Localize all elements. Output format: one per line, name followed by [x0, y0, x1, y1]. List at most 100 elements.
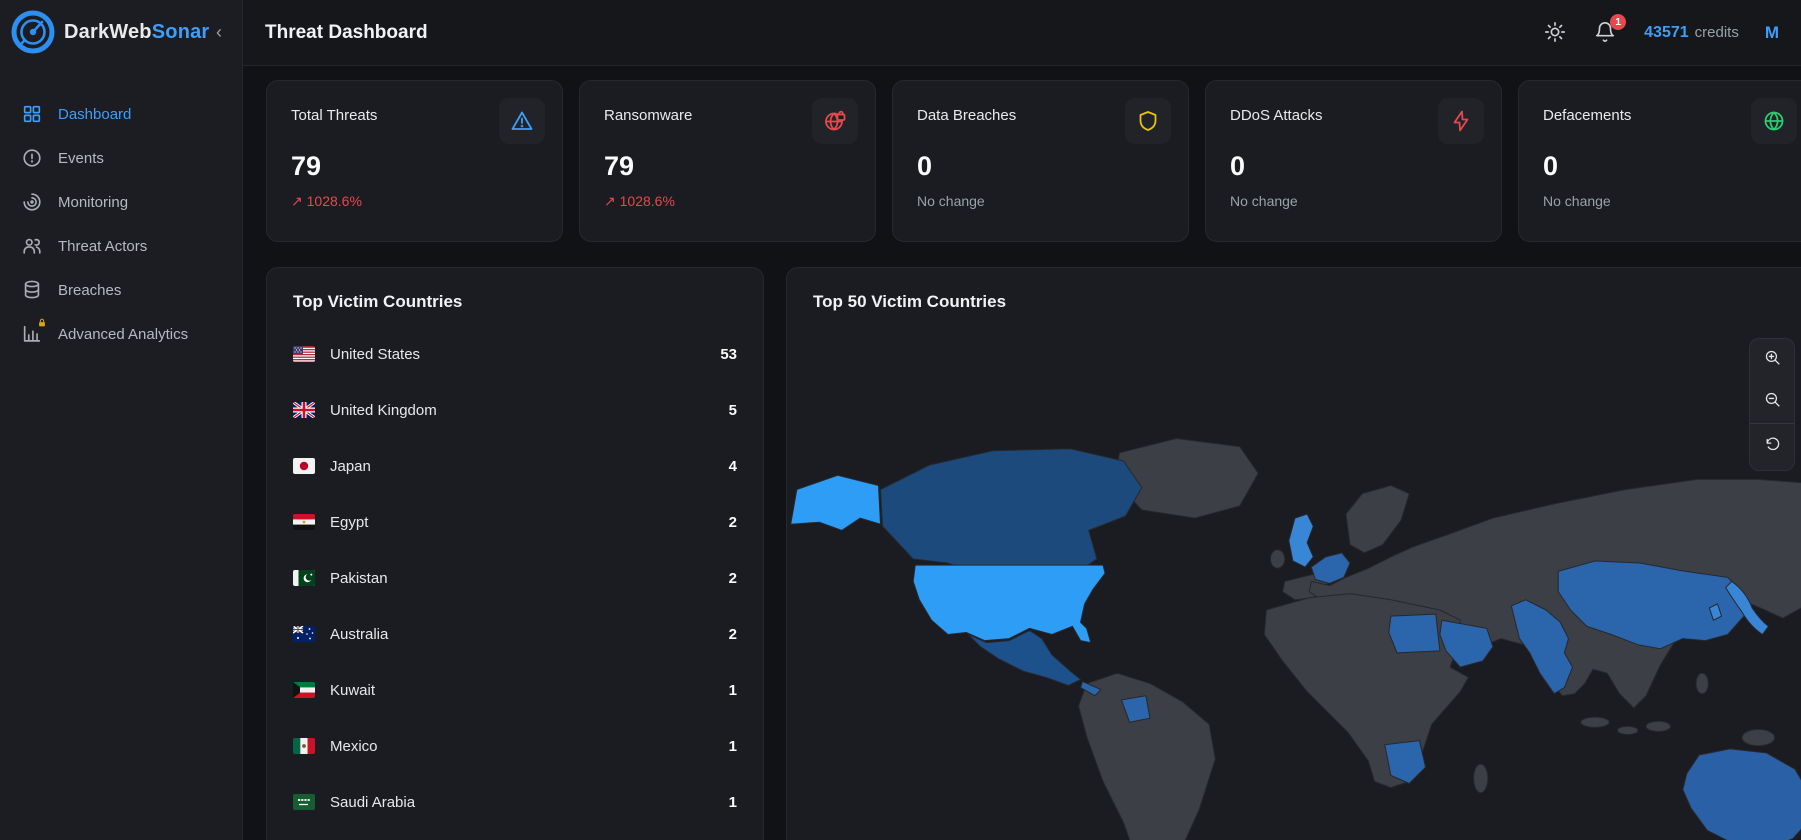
country-name: Japan: [330, 457, 371, 475]
zap-icon: [1438, 98, 1484, 144]
stat-value: 0: [1230, 151, 1246, 181]
country-list: United States 53 United Kingdom 5 Japan 4 Egyp…: [293, 326, 737, 830]
logo-row: DarkWebSonar ‹: [0, 0, 242, 64]
stat-card-total-threats: Total Threats 79 ↗ 1028.6%: [266, 80, 563, 242]
flag-icon-au: [293, 626, 315, 642]
zoom-in-button[interactable]: [1750, 339, 1794, 381]
sidebar-collapse-icon[interactable]: ‹: [216, 21, 222, 42]
country-name: Egypt: [330, 513, 369, 531]
stat-value: 0: [917, 151, 933, 181]
country-name: Saudi Arabia: [330, 793, 416, 811]
country-count: 1: [728, 681, 737, 699]
sidebar-item-label: Advanced Analytics: [58, 325, 189, 343]
sidebar-item-label: Events: [58, 149, 104, 167]
victim-countries-map-card: Top 50 Victim Countries: [786, 267, 1801, 840]
zoom-out-button[interactable]: [1750, 381, 1794, 423]
country-name: Kuwait: [330, 681, 376, 699]
shield-icon: [1125, 98, 1171, 144]
stat-change: No change: [917, 193, 985, 209]
map-scandinavia: [1345, 484, 1410, 554]
database-icon: [21, 279, 43, 301]
map-egypt: [1388, 613, 1441, 654]
map-france: [1310, 552, 1351, 584]
stat-label: Total Threats: [291, 107, 378, 124]
country-count: 2: [728, 569, 737, 587]
country-row-united-kingdom: United Kingdom 5: [293, 382, 737, 438]
reset-button[interactable]: [1750, 424, 1794, 470]
flag-icon-mx: [293, 738, 315, 754]
world-map[interactable]: [787, 314, 1801, 840]
stat-card-defacements: Defacements 0 No change: [1518, 80, 1801, 242]
country-count: 2: [728, 625, 737, 643]
map-saudi-arabia: [1439, 619, 1494, 668]
sidebar-item-dashboard[interactable]: Dashboard: [0, 92, 242, 136]
credits-label: credits: [1694, 23, 1739, 41]
sidebar-item-advanced-analytics[interactable]: Advanced Analytics: [0, 312, 242, 356]
sidebar-item-threat-actors[interactable]: Threat Actors: [0, 224, 242, 268]
map-central-america: [1080, 680, 1102, 697]
credits-display: 43571 credits: [1644, 24, 1739, 42]
country-name: Australia: [330, 625, 389, 643]
globe-icon: [1751, 98, 1797, 144]
theme-toggle-sun-icon[interactable]: [1544, 21, 1568, 45]
map-card-title: Top 50 Victim Countries: [813, 292, 1007, 311]
flag-icon-kw: [293, 682, 315, 698]
bar-chart-icon: [21, 318, 45, 345]
country-count: 5: [728, 401, 737, 419]
map-japan: [1725, 580, 1770, 636]
page-title: Threat Dashboard: [265, 21, 428, 43]
stat-value: 79: [291, 151, 322, 181]
stat-value: 0: [1543, 151, 1559, 181]
country-count: 1: [728, 737, 737, 755]
map-australia: [1682, 748, 1801, 840]
map-united-kingdom: [1288, 513, 1314, 568]
map-mexico: [967, 629, 1082, 687]
stat-card-data-breaches: Data Breaches 0 No change: [892, 80, 1189, 242]
country-name: United States: [330, 345, 421, 363]
flag-icon-pk: [293, 570, 315, 586]
map-china: [1557, 560, 1745, 650]
zoom-out-icon: [1764, 391, 1781, 413]
flag-icon-us: [293, 346, 315, 362]
country-name: Pakistan: [330, 569, 388, 587]
sidebar-item-breaches[interactable]: Breaches: [0, 268, 242, 312]
sidebar-item-monitoring[interactable]: Monitoring: [0, 180, 242, 224]
lock-icon: [37, 318, 47, 328]
grid-icon: [21, 103, 43, 125]
top-header: Threat Dashboard 1 43571 credits M: [243, 0, 1801, 66]
stat-label: Data Breaches: [917, 107, 1017, 124]
flag-icon-gb: [293, 402, 315, 418]
globe-lock-icon: [812, 98, 858, 144]
stat-label: DDoS Attacks: [1230, 107, 1323, 124]
map-ireland: [1269, 549, 1286, 569]
top-victim-countries-card: Top Victim Countries United States 53 Unit…: [266, 267, 764, 840]
sidebar-item-label: Breaches: [58, 281, 122, 299]
country-count: 1: [728, 793, 737, 811]
stat-label: Defacements: [1543, 107, 1632, 124]
notifications-bell-icon[interactable]: 1: [1594, 13, 1627, 45]
country-row-united-states: United States 53: [293, 326, 737, 382]
country-count: 53: [720, 345, 737, 363]
map-korea: [1708, 603, 1723, 621]
map-controls-divider: [1750, 423, 1794, 424]
reset-icon: [1764, 436, 1781, 458]
map-south-america: [1078, 672, 1216, 840]
country-count: 4: [728, 457, 737, 475]
country-name: United Kingdom: [330, 401, 437, 419]
country-row-egypt: Egypt 2: [293, 494, 737, 550]
stat-card-ddos-attacks: DDoS Attacks 0 No change: [1205, 80, 1502, 242]
country-name: Mexico: [330, 737, 378, 755]
stats-row: Total Threats 79 ↗ 1028.6% Ransomware 79 ↗ 10…: [266, 80, 1801, 242]
country-row-kuwait: Kuwait 1: [293, 662, 737, 718]
map-canada: [880, 448, 1143, 578]
radar-icon: [21, 191, 43, 213]
map-indonesia: [1580, 672, 1776, 747]
zoom-in-icon: [1764, 349, 1781, 371]
user-avatar[interactable]: M: [1764, 22, 1779, 42]
sonar-logo-icon: [10, 9, 56, 55]
map-madagascar: [1473, 763, 1489, 794]
sidebar-item-events[interactable]: Events: [0, 136, 242, 180]
stat-value: 79: [604, 151, 635, 181]
stat-change: No change: [1543, 193, 1611, 209]
flag-icon-eg: [293, 514, 315, 530]
